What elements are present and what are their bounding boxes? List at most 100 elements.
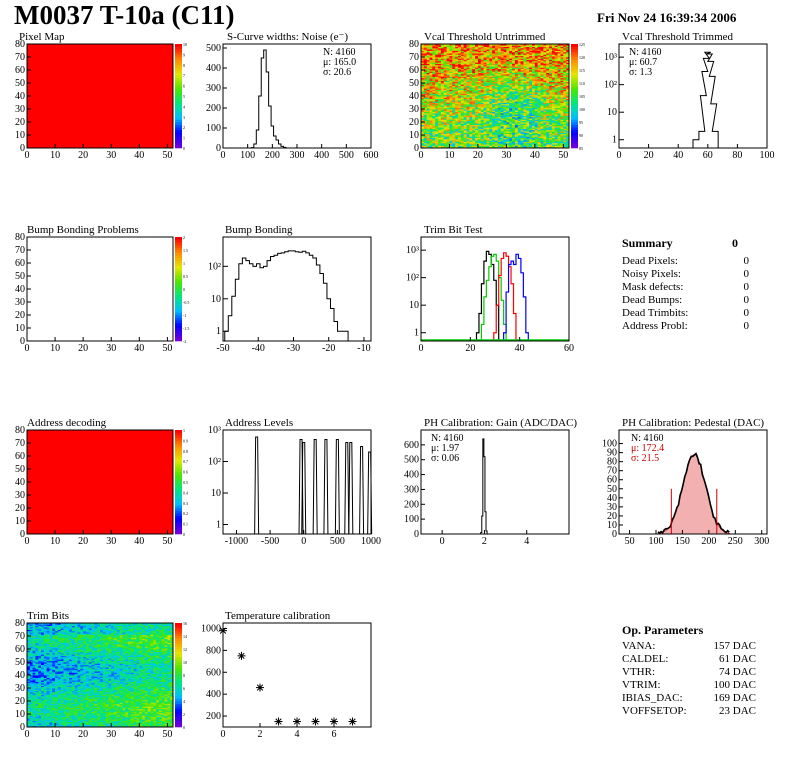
y-tick-label: 30 [15,104,25,115]
x-tick-label: 400 [314,150,329,161]
panel-bump-bonding: Bump Bonding -50 -40 -30 -20 -10 1 10 10² [208,224,372,354]
y-tick-label: 70 [409,52,419,63]
y-tick-label: 10 [15,323,25,334]
star-stroke [293,718,301,725]
y-tick-label: 70 [607,466,617,477]
color-scale-label: 16 [183,621,187,626]
x-tick-label: 40 [134,536,144,547]
x-tick-label: 10 [50,343,60,354]
color-scale-label: 4 [183,699,185,704]
x-tick-label: 50 [162,536,172,547]
star-stroke [349,718,356,725]
y-tick-label: 400 [404,470,419,481]
param-row: VTRIM: 100 DAC [622,679,756,692]
color-scale-label: 10 [183,42,187,47]
color-scale-label: 115 [579,68,585,73]
plot-frame [420,429,570,535]
fit-fill [657,454,731,535]
x-tick-label: 0 [617,150,622,161]
y-tick-label: 500 [404,455,419,466]
y-tick-label: 50 [15,657,25,668]
summary-label: Address Probl: [622,320,688,332]
x-tick-label: 20 [78,343,88,354]
summary-label: Dead Bumps: [622,294,683,306]
plot-frame [222,236,372,342]
y-tick-label: 40 [15,284,25,295]
color-scale-label: 1.5 [183,248,188,253]
color-scale-label: 100 [579,107,585,112]
x-tick-label: 2 [482,536,487,547]
param-label: VTRIM: [622,679,661,691]
star-stroke [256,684,264,691]
summary-row: Dead Pixels: 0 [622,255,752,268]
stats-line: σ: 21.5 [631,453,659,464]
y-tick-label: 10³ [208,425,221,436]
color-scale-label: 3 [183,115,185,120]
x-tick-label: 500 [339,150,354,161]
spike [301,442,307,535]
summary-label: Mask defects: [622,281,684,293]
color-scale-label: 0 [183,287,185,292]
x-tick-label: 50 [162,150,172,161]
heatmap-cells [27,623,174,728]
data-point [311,717,320,726]
x-tick-label: 40 [134,729,144,740]
panel-title: Pixel Map [19,31,65,43]
param-value: 61 DAC [719,653,756,665]
panel-scurve-widths: S-Curve widths: Noise (e⁻) 0 100 200 300 400 5… [206,31,379,161]
y-tick-label: 20 [409,117,419,128]
summary-value: 0 [743,268,750,280]
y-tick-label: 10 [211,488,221,499]
x-tick-label: 80 [732,150,742,161]
x-tick-label: 0 [419,150,424,161]
series-line [480,253,507,341]
x-tick-label: 60 [564,343,574,354]
y-tick-label: 80 [15,39,25,50]
plot-frame [222,429,372,535]
histogram-line [250,49,287,149]
x-tick-label: 20 [473,150,483,161]
x-tick-label: 100 [760,150,775,161]
series-line [493,252,517,341]
y-tick-label: 1 [216,326,221,337]
y-tick-label: 10² [208,261,221,272]
y-tick-label: 400 [206,689,221,700]
color-scale-label: 8 [183,673,185,678]
panel-title: Address Levels [225,417,293,429]
stats-line: μ: 165.0 [323,57,356,68]
spike [312,438,318,535]
summary-row: Dead Bumps: 0 [622,294,752,307]
x-tick-label: -30 [287,343,300,354]
y-tick-label: 10 [409,130,419,141]
y-tick-label: 300 [206,83,221,94]
param-row: IBIAS_DAC: 169 DAC [622,692,756,705]
x-tick-label: 50 [162,343,172,354]
x-tick-label: 300 [754,536,769,547]
color-scale-label: -2 [183,339,186,344]
color-scale-label: 125 [579,42,585,47]
y-tick-label: 40 [607,493,617,504]
x-tick-label: 0 [221,729,226,740]
x-tick-label: 40 [530,150,540,161]
color-scale-label: 2 [183,712,185,717]
y-tick-label: 40 [15,670,25,681]
x-tick-label: 200 [265,150,280,161]
y-tick-label: 0 [20,722,25,733]
x-tick-label: 20 [78,729,88,740]
x-tick-label: -20 [322,343,335,354]
summary-panel: Summary 0 Dead Pixels: 0 Noisy Pixels: 0 M… [622,236,752,333]
y-tick-label: 1 [216,520,221,531]
y-tick-label: 70 [15,52,25,63]
page-title: M0037 T-10a (C11) [14,0,235,30]
x-tick-label: 0 [301,536,306,547]
y-tick-label: 30 [607,502,617,513]
y-tick-label: 0 [20,336,25,347]
y-tick-label: 60 [607,475,617,486]
y-tick-label: 30 [15,683,25,694]
y-tick-label: 200 [404,499,419,510]
stats-box [321,46,365,76]
plot-frame [420,236,570,342]
y-tick-label: 0 [414,529,419,540]
data-point [219,626,227,635]
